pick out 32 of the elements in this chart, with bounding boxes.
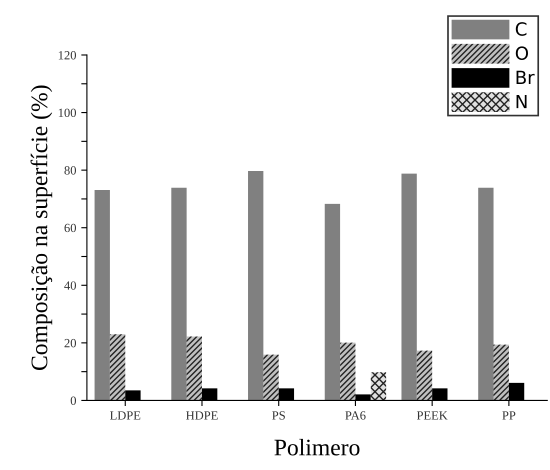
bar <box>94 190 110 400</box>
x-axis-title: Polimero <box>274 438 360 456</box>
bar <box>494 344 509 400</box>
bar <box>263 354 279 400</box>
bar <box>186 336 202 400</box>
y-tick-label: 100 <box>58 108 76 118</box>
x-tick-label: HDPE <box>186 411 218 420</box>
legend-label: C <box>516 22 526 36</box>
bar <box>340 342 356 400</box>
y-tick-label: 80 <box>64 166 76 175</box>
bar <box>401 174 417 400</box>
bar <box>324 204 340 400</box>
y-axis-title: Composição na superfície (%) <box>30 86 52 370</box>
bar <box>416 350 432 400</box>
x-tick-label: LDPE <box>110 411 140 420</box>
y-tick-label: 40 <box>64 281 76 290</box>
x-tick-label: PP <box>502 411 516 420</box>
bar <box>248 171 264 400</box>
bar <box>110 334 126 400</box>
x-tick-label: PA6 <box>345 411 366 420</box>
legend-label: O <box>516 46 528 60</box>
bar <box>370 372 386 400</box>
y-tick-label: 20 <box>64 338 76 348</box>
y-tick-label: 120 <box>58 51 76 60</box>
y-tick-label: 60 <box>64 224 76 232</box>
legend-label: N <box>516 94 527 108</box>
x-tick-label: PS <box>272 411 285 420</box>
bar <box>478 188 494 400</box>
x-tick-label: PEEK <box>416 411 448 420</box>
bar <box>171 188 187 400</box>
y-tick-label: 0 <box>70 396 76 405</box>
legend-label: Br <box>516 70 535 84</box>
